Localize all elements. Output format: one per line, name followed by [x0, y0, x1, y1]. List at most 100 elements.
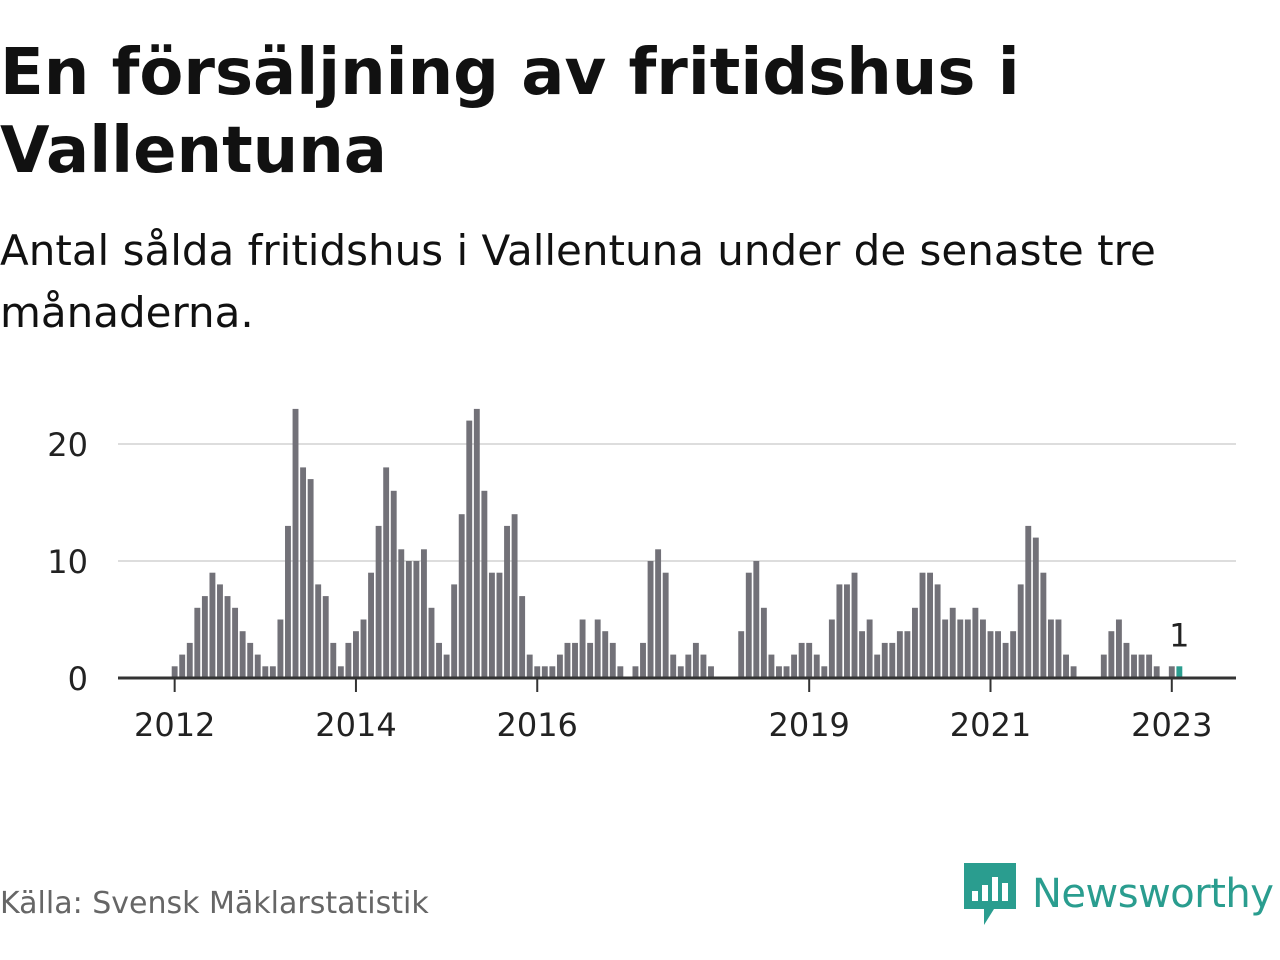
- bar: [572, 642, 578, 678]
- bar: [398, 549, 405, 678]
- bar: [662, 572, 669, 678]
- bar: [708, 666, 714, 678]
- bar: [511, 514, 518, 678]
- bar: [692, 642, 699, 678]
- bar: [375, 525, 382, 678]
- bar: [874, 654, 881, 678]
- bar: [760, 607, 767, 678]
- bar: [368, 572, 374, 678]
- bar: [1032, 537, 1039, 678]
- bar: [1123, 642, 1130, 678]
- bar: [836, 584, 843, 678]
- bar: [549, 666, 556, 678]
- bar: [851, 572, 858, 678]
- bar: [783, 666, 790, 678]
- bar: [934, 584, 941, 678]
- bar: [254, 654, 261, 678]
- bar: [632, 666, 639, 678]
- bar: [1153, 666, 1160, 678]
- bar: [609, 642, 616, 678]
- bar: [1146, 654, 1153, 678]
- bar: [1047, 619, 1054, 678]
- bar: [677, 666, 684, 678]
- bar: [262, 666, 269, 678]
- bar: [813, 654, 820, 678]
- bar: [247, 642, 254, 678]
- x-tick-label: 2019: [768, 706, 849, 744]
- bar: [1063, 654, 1069, 678]
- bar: [594, 619, 601, 678]
- highlight-value-label: 1: [1169, 616, 1189, 654]
- bar: [640, 642, 646, 678]
- bar: [1108, 631, 1115, 678]
- bar: [949, 607, 956, 678]
- bar: [995, 631, 1001, 678]
- bar: [753, 561, 760, 678]
- x-tick-label: 2023: [1131, 706, 1212, 744]
- bar: [1070, 666, 1077, 678]
- bar: [496, 572, 503, 678]
- bar: [602, 631, 609, 678]
- bar: [1055, 619, 1062, 678]
- source-note: Källa: Svensk Mäklarstatistik: [0, 886, 429, 921]
- bar: [534, 666, 541, 678]
- bar: [451, 584, 458, 678]
- bar: [345, 642, 352, 678]
- bar: [481, 490, 488, 678]
- bar: [541, 666, 548, 678]
- bar: [292, 408, 299, 678]
- bar: [912, 607, 918, 678]
- brand-logo: Newsworthy: [964, 862, 1274, 926]
- bar: [685, 654, 692, 678]
- bar: [443, 654, 450, 678]
- bar: [1002, 642, 1009, 678]
- bar: [322, 596, 329, 678]
- bar: [904, 631, 911, 678]
- x-tick-label: 2014: [315, 706, 396, 744]
- bar: [844, 584, 850, 678]
- bar: [337, 666, 344, 678]
- bar: [466, 420, 473, 678]
- bar: [1138, 654, 1145, 678]
- bar: [987, 631, 994, 678]
- bar: [866, 619, 873, 678]
- bar: [171, 666, 178, 678]
- y-tick-label: 10: [47, 543, 88, 581]
- bar: [806, 642, 813, 678]
- bar: [383, 467, 390, 678]
- bar: [670, 654, 677, 678]
- x-tick-label: 2016: [496, 706, 577, 744]
- bar: [390, 490, 397, 678]
- bar: [269, 666, 276, 678]
- bar: [1040, 572, 1047, 678]
- bar: [209, 572, 216, 678]
- bar: [745, 572, 752, 678]
- bar: [1115, 619, 1122, 678]
- bar: [285, 525, 291, 678]
- bar: [919, 572, 926, 678]
- bar: [360, 619, 367, 678]
- bar: [1017, 584, 1024, 678]
- bar: [942, 619, 949, 678]
- bar: [791, 654, 798, 678]
- bar: [972, 607, 979, 678]
- bar: [579, 619, 586, 678]
- bar: [179, 654, 186, 678]
- bar: [700, 654, 707, 678]
- bar: [768, 654, 775, 678]
- bar: [564, 642, 571, 678]
- x-tick-label: 2012: [134, 706, 215, 744]
- bar: [1025, 525, 1032, 678]
- bar: [979, 619, 986, 678]
- bar: [232, 607, 239, 678]
- bar: [828, 619, 835, 678]
- bar: [859, 631, 866, 678]
- bar: [821, 666, 828, 678]
- bar: [1131, 654, 1137, 678]
- bar: [428, 607, 435, 678]
- bar: [315, 584, 322, 678]
- bar: [405, 561, 412, 678]
- bar: [307, 479, 314, 678]
- bar: [436, 642, 442, 678]
- bar: [1168, 666, 1175, 678]
